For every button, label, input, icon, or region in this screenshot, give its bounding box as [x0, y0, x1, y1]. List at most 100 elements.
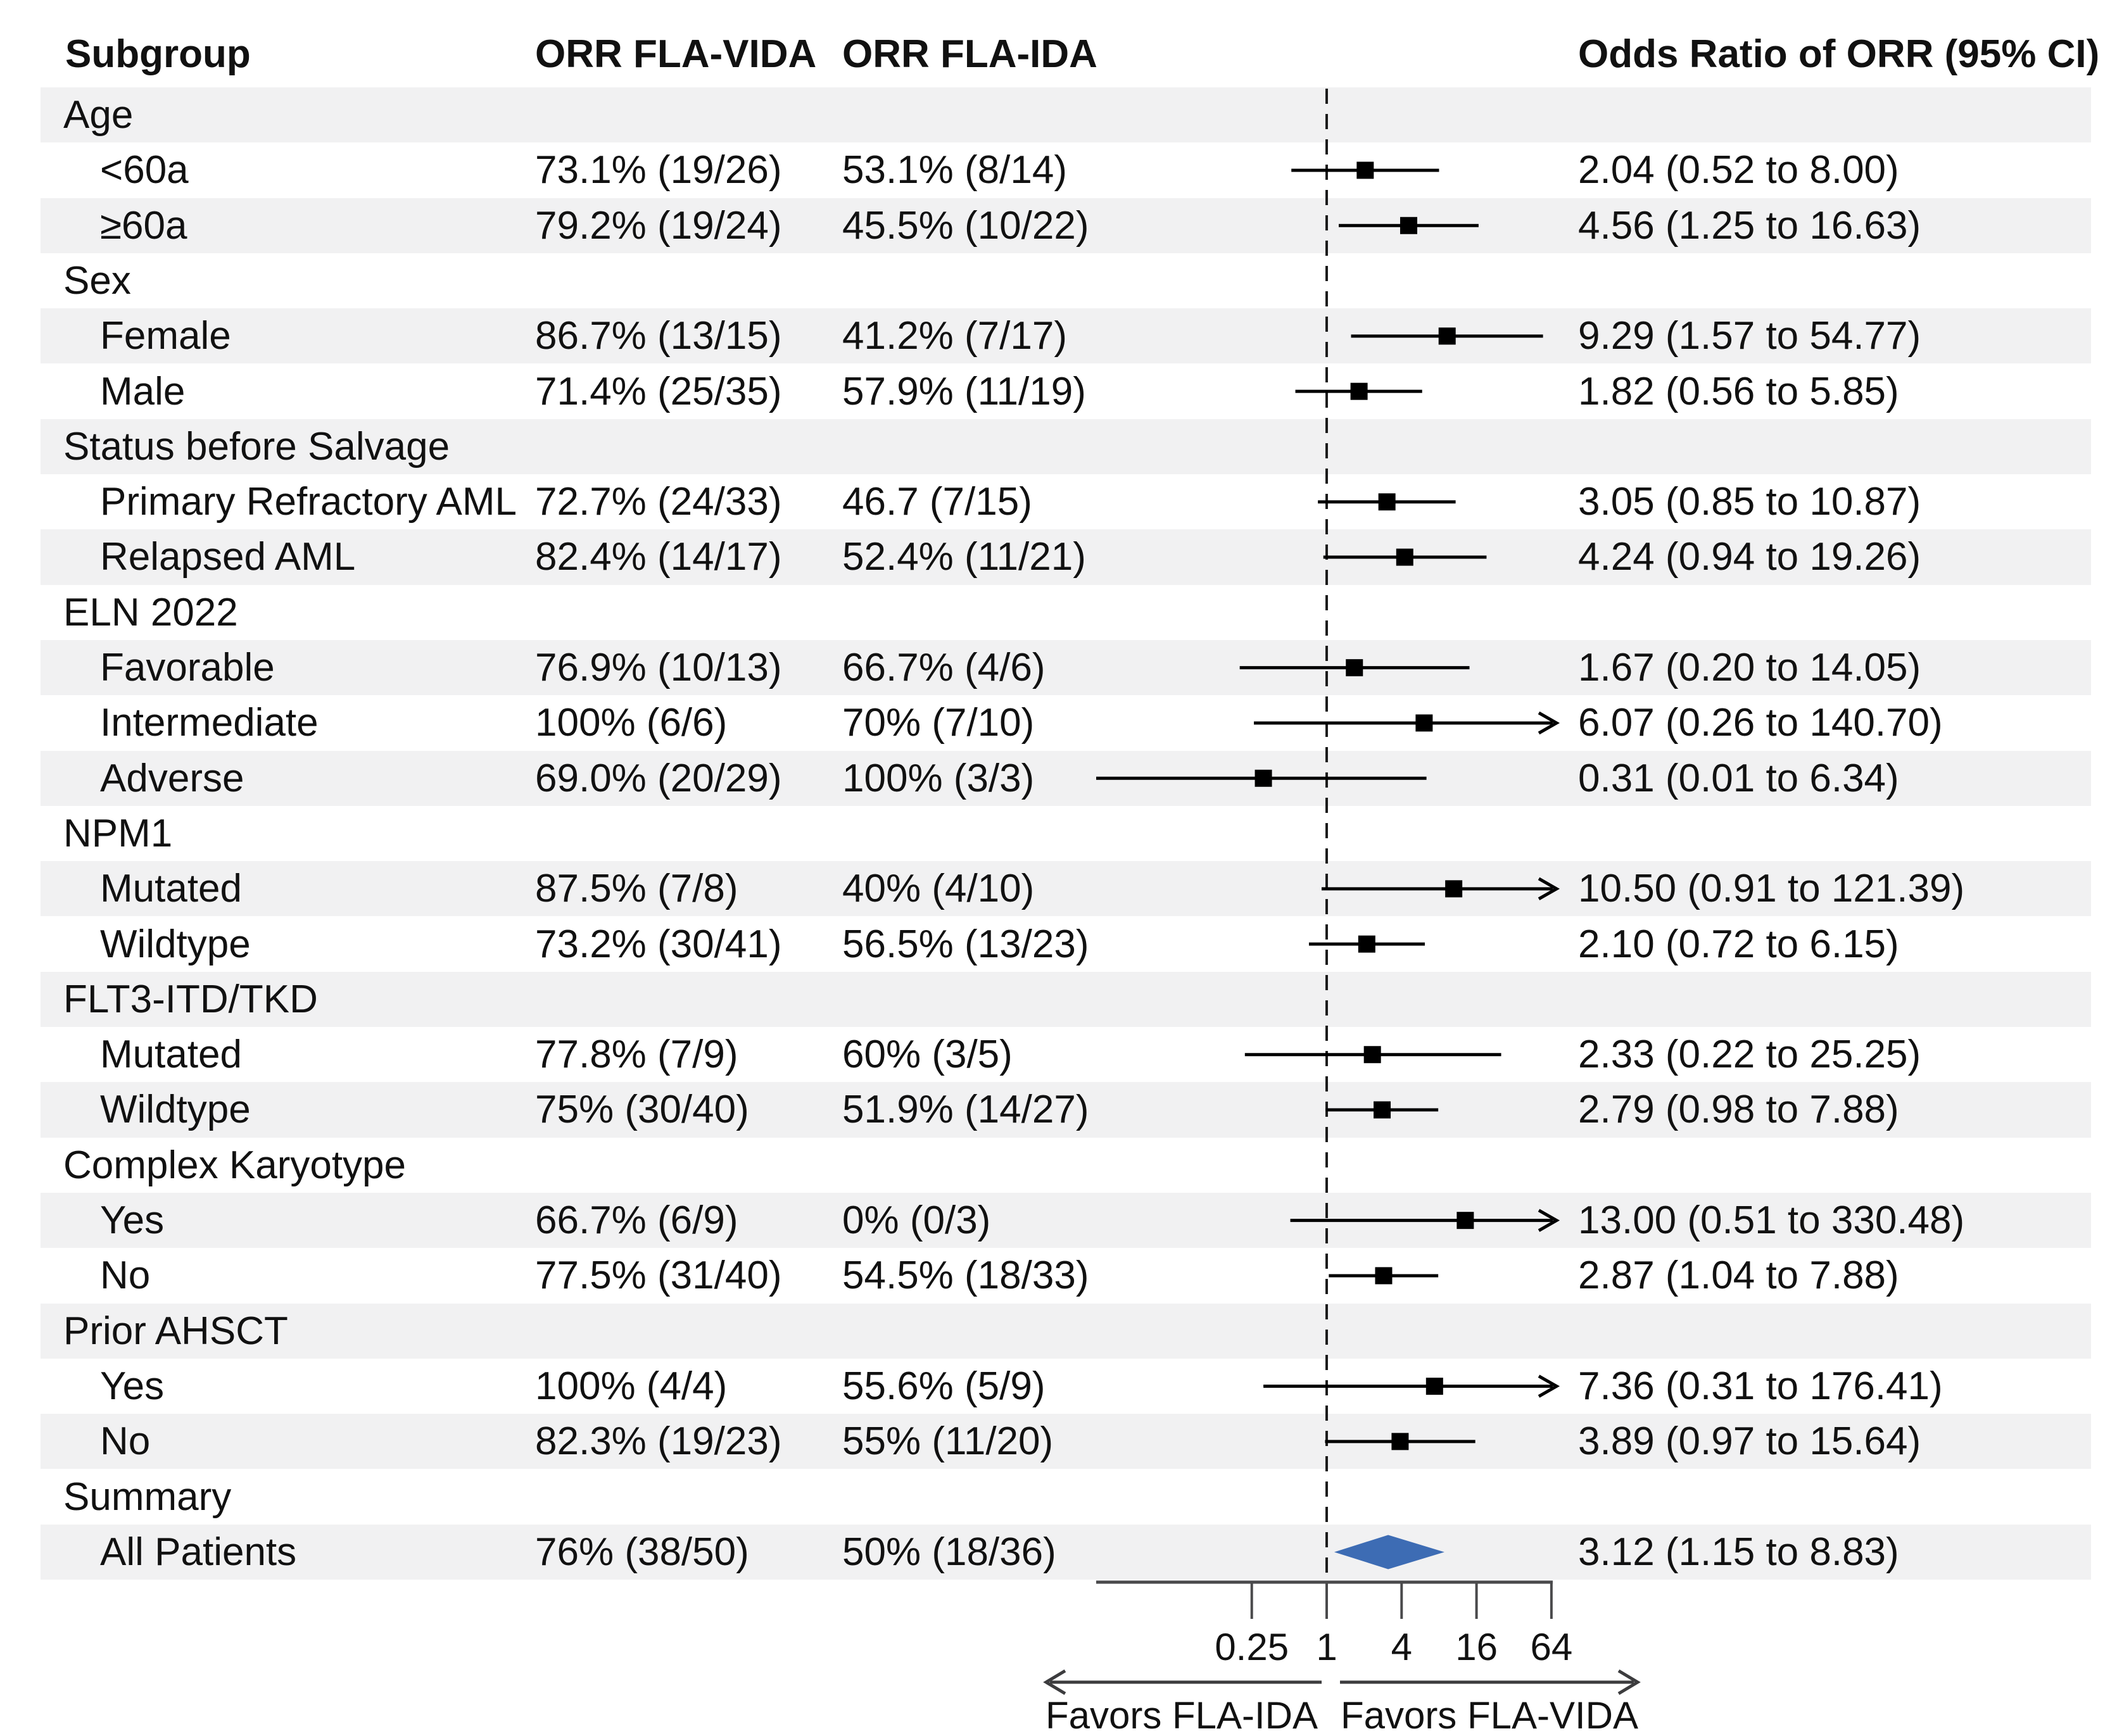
subgroup-label: Adverse	[100, 756, 244, 800]
orr-fla-vida-value: 73.1% (19/26)	[535, 148, 782, 192]
orr-fla-ida-value: 57.9% (11/19)	[842, 369, 1086, 413]
orr-fla-ida-value: 56.5% (13/23)	[842, 922, 1089, 966]
subgroup-data-row: Adverse 69.0% (20/29) 100% (3/3) 0.31 (0.01…	[41, 750, 2091, 806]
odds-ratio-ci-value: 6.07 (0.26 to 140.70)	[1578, 701, 1943, 745]
orr-fla-ida-value: 0% (0/3)	[842, 1198, 991, 1242]
subgroup-data-row: Intermediate 100% (6/6) 70% (7/10) 6.07 (0.…	[41, 695, 2091, 750]
group-label: Summary	[63, 1475, 232, 1519]
orr-fla-vida-value: 77.8% (7/9)	[535, 1033, 738, 1077]
column-header-subgroup: Subgroup	[65, 32, 251, 76]
group-header-row: FLT3-ITD/TKD	[41, 971, 2091, 1028]
orr-fla-ida-value: 60% (3/5)	[842, 1033, 1013, 1077]
subgroup-data-row: All Patients 76% (38/50) 50% (18/36) 3.12 (…	[41, 1524, 2091, 1580]
orr-fla-ida-value: 53.1% (8/14)	[842, 148, 1067, 192]
subgroup-data-row: Mutated 87.5% (7/8) 40% (4/10) 10.50 (0.91 …	[41, 861, 2091, 917]
subgroup-data-row: Wildtype 75% (30/40) 51.9% (14/27) 2.79 (0.…	[41, 1082, 2091, 1138]
orr-fla-ida-value: 46.7 (7/15)	[842, 480, 1032, 524]
orr-fla-vida-value: 79.2% (19/24)	[535, 203, 782, 248]
group-header-row: NPM1	[41, 806, 2091, 861]
subgroup-label: ≥60a	[100, 203, 187, 248]
odds-ratio-ci-value: 9.29 (1.57 to 54.77)	[1578, 314, 1921, 358]
group-header-row: Summary	[41, 1469, 2091, 1525]
odds-ratio-ci-value: 4.24 (0.94 to 19.26)	[1578, 535, 1921, 579]
column-header-orr-fla-ida: ORR FLA-IDA	[842, 32, 1097, 76]
orr-fla-ida-value: 40% (4/10)	[842, 867, 1035, 911]
odds-ratio-ci-value: 4.56 (1.25 to 16.63)	[1578, 203, 1921, 248]
subgroup-label: Female	[100, 314, 231, 358]
subgroup-data-row: <60a 73.1% (19/26) 53.1% (8/14) 2.04 (0.52 …	[41, 142, 2091, 198]
group-header-row: Complex Karyotype	[41, 1138, 2091, 1193]
odds-ratio-ci-value: 3.12 (1.15 to 8.83)	[1578, 1530, 1899, 1574]
odds-ratio-ci-value: 7.36 (0.31 to 176.41)	[1578, 1364, 1943, 1408]
orr-fla-vida-value: 76% (38/50)	[535, 1530, 749, 1574]
orr-fla-ida-value: 100% (3/3)	[842, 756, 1035, 800]
group-label: Complex Karyotype	[63, 1143, 407, 1187]
subgroup-data-row: No 82.3% (19/23) 55% (11/20) 3.89 (0.97 to …	[41, 1414, 2091, 1469]
subgroup-label: All Patients	[100, 1530, 297, 1574]
odds-ratio-ci-value: 3.05 (0.85 to 10.87)	[1578, 480, 1921, 524]
orr-fla-vida-value: 87.5% (7/8)	[535, 867, 738, 911]
group-header-row: Prior AHSCT	[41, 1303, 2091, 1359]
orr-fla-vida-value: 72.7% (24/33)	[535, 480, 782, 524]
subgroup-data-row: Female 86.7% (13/15) 41.2% (7/17) 9.29 (1.5…	[41, 308, 2091, 364]
column-header-odds-ratio: Odds Ratio of ORR (95% CI)	[1578, 32, 2100, 76]
odds-ratio-ci-value: 10.50 (0.91 to 121.39)	[1578, 867, 1965, 911]
subgroup-label: Favorable	[100, 646, 275, 689]
subgroup-data-row: Relapsed AML 82.4% (14/17) 52.4% (11/21) 4.…	[41, 529, 2091, 585]
group-header-row: Status before Salvage	[41, 418, 2091, 475]
group-label: Status before Salvage	[63, 424, 450, 469]
subgroup-data-row: Yes 100% (4/4) 55.6% (5/9) 7.36 (0.31 to 17…	[41, 1359, 2091, 1414]
odds-ratio-ci-value: 2.33 (0.22 to 25.25)	[1578, 1033, 1921, 1077]
orr-fla-ida-value: 52.4% (11/21)	[842, 535, 1086, 579]
orr-fla-vida-value: 73.2% (30/41)	[535, 922, 782, 966]
subgroup-label: Yes	[100, 1364, 165, 1408]
odds-ratio-ci-value: 2.87 (1.04 to 7.88)	[1578, 1254, 1899, 1298]
orr-fla-vida-value: 76.9% (10/13)	[535, 646, 782, 689]
group-header-row: Sex	[41, 253, 2091, 308]
subgroup-label: Mutated	[100, 1033, 243, 1077]
subgroup-label: No	[100, 1254, 151, 1298]
orr-fla-ida-value: 41.2% (7/17)	[842, 314, 1067, 358]
subgroup-data-row: Primary Refractory AML 72.7% (24/33) 46.7 …	[41, 474, 2091, 529]
orr-fla-vida-value: 86.7% (13/15)	[535, 314, 782, 358]
odds-ratio-ci-value: 1.82 (0.56 to 5.85)	[1578, 369, 1899, 413]
orr-fla-ida-value: 70% (7/10)	[842, 701, 1035, 745]
subgroup-data-row: ≥60a 79.2% (19/24) 45.5% (10/22) 4.56 (1.25…	[41, 198, 2091, 253]
orr-fla-ida-value: 51.9% (14/27)	[842, 1088, 1089, 1132]
odds-ratio-ci-value: 3.89 (0.97 to 15.64)	[1578, 1419, 1921, 1464]
subgroup-label: Relapsed AML	[100, 535, 356, 579]
subgroup-label: <60a	[100, 148, 189, 192]
orr-fla-vida-value: 71.4% (25/35)	[535, 369, 782, 413]
subgroup-label: No	[100, 1419, 151, 1464]
group-header-row: Age	[41, 87, 2091, 143]
orr-fla-ida-value: 55% (11/20)	[842, 1419, 1054, 1464]
odds-ratio-ci-value: 13.00 (0.51 to 330.48)	[1578, 1198, 1965, 1242]
subgroup-label: Male	[100, 369, 186, 413]
subgroup-data-row: Wildtype 73.2% (30/41) 56.5% (13/23) 2.10 (…	[41, 917, 2091, 972]
subgroup-data-row: Yes 66.7% (6/9) 0% (0/3) 13.00 (0.51 to 330…	[41, 1193, 2091, 1249]
orr-fla-ida-value: 50% (18/36)	[842, 1530, 1056, 1574]
odds-ratio-ci-value: 2.04 (0.52 to 8.00)	[1578, 148, 1899, 192]
orr-fla-ida-value: 66.7% (4/6)	[842, 646, 1046, 689]
orr-fla-vida-value: 100% (4/4)	[535, 1364, 728, 1408]
subgroup-label: Mutated	[100, 867, 243, 911]
orr-fla-vida-value: 100% (6/6)	[535, 701, 728, 745]
subgroup-data-row: Male 71.4% (25/35) 57.9% (11/19) 1.82 (0.56…	[41, 364, 2091, 419]
group-label: FLT3-ITD/TKD	[63, 977, 318, 1021]
subgroup-label: Wildtype	[100, 1088, 251, 1132]
group-label: Age	[63, 93, 134, 137]
odds-ratio-ci-value: 0.31 (0.01 to 6.34)	[1578, 756, 1899, 800]
group-label: NPM1	[63, 811, 173, 855]
orr-fla-vida-value: 82.3% (19/23)	[535, 1419, 782, 1464]
odds-ratio-ci-value: 2.79 (0.98 to 7.88)	[1578, 1088, 1899, 1132]
orr-fla-vida-value: 82.4% (14/17)	[535, 535, 782, 579]
subgroup-data-row: No 77.5% (31/40) 54.5% (18/33) 2.87 (1.04 t…	[41, 1248, 2091, 1303]
group-header-row: ELN 2022	[41, 585, 2091, 640]
orr-fla-vida-value: 66.7% (6/9)	[535, 1198, 738, 1242]
orr-fla-vida-value: 75% (30/40)	[535, 1088, 749, 1132]
subgroup-label: Wildtype	[100, 922, 251, 966]
group-label: Sex	[63, 258, 131, 303]
group-label: Prior AHSCT	[63, 1309, 288, 1353]
